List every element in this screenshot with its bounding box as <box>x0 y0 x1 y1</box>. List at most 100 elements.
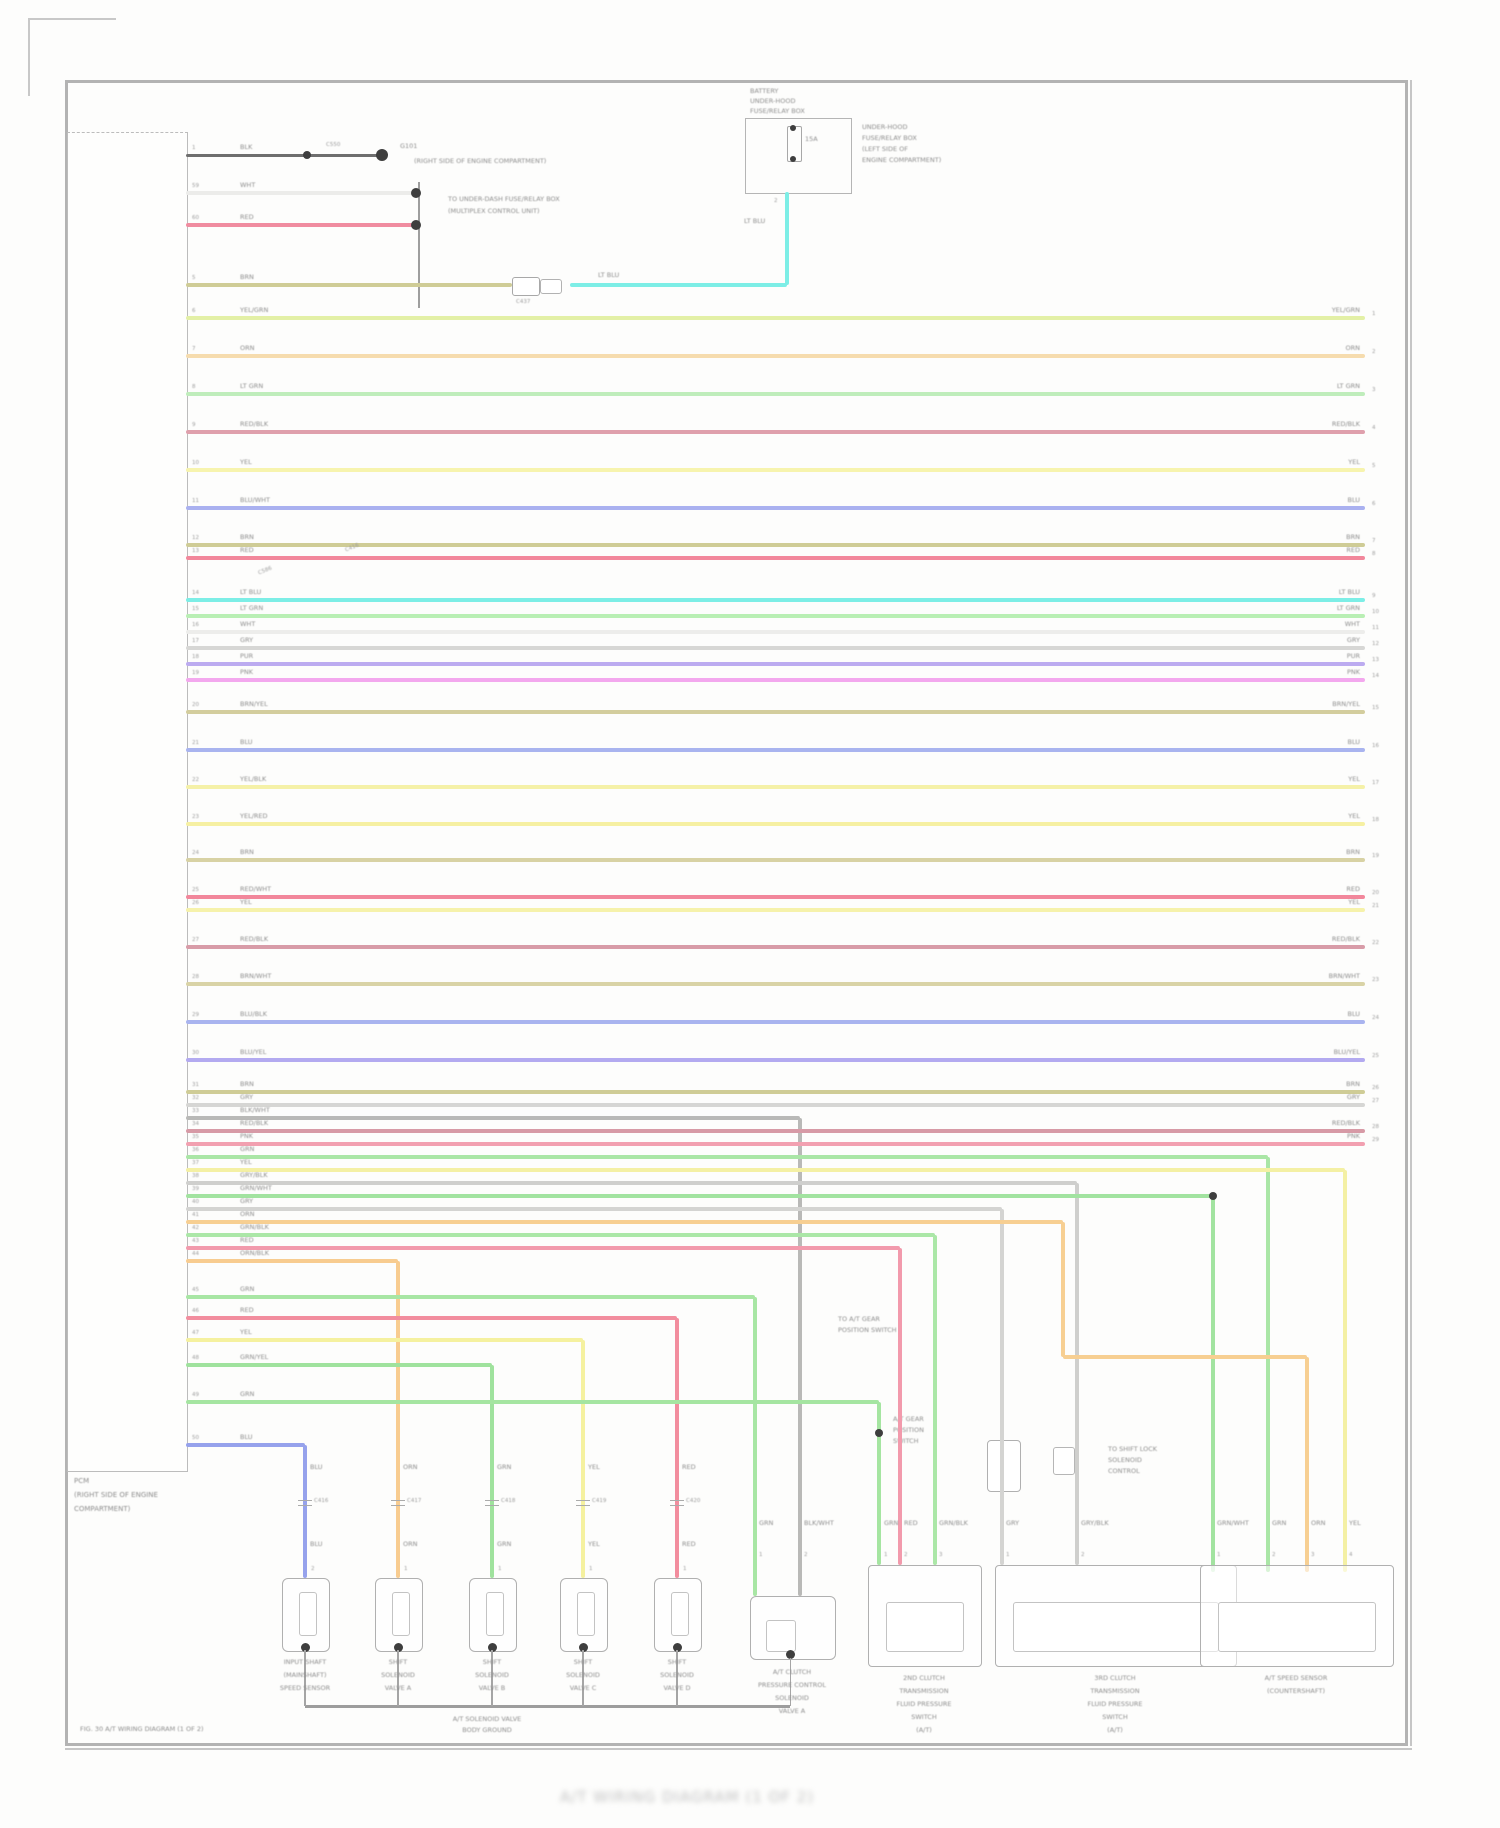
wire-yel-left-pin: 10 <box>192 460 199 466</box>
relay-connector-symbol <box>1053 1447 1075 1475</box>
wire-wht-top-left-code: WHT <box>240 181 256 189</box>
wire-gry-2-left-code: GRY <box>240 1093 254 1101</box>
wire-lt-blu-right-code: LT BLU <box>1338 588 1360 596</box>
wire-gry-blk-left-code: GRY/BLK <box>240 1171 268 1179</box>
wire-grn-wht-vert <box>1211 1196 1215 1572</box>
box-0-term-code-0: GRN <box>884 1519 899 1527</box>
fusebox-pin: 2 <box>774 198 778 204</box>
wire-orn-blk-vert <box>396 1261 400 1578</box>
wire-yel-blk-right-pin: 17 <box>1372 780 1379 786</box>
wire-brn-3-right-pin: 19 <box>1372 853 1379 859</box>
wire-orn-blk-left-pin: 44 <box>192 1251 199 1257</box>
bottom-caption-smudge: A/T WIRING DIAGRAM (1 OF 2) <box>560 1788 815 1806</box>
wire-blu-right-code: BLU <box>1347 738 1360 746</box>
solenoid-3-code: YEL <box>588 1463 600 1471</box>
wire-yel-red-right-pin: 18 <box>1372 817 1379 823</box>
component-box-0-caption: TRANSMISSION <box>899 1687 949 1695</box>
wire-lt-grn-2 <box>186 614 1365 618</box>
fusebox-label-2: UNDER-HOOD <box>750 97 796 105</box>
solenoid-3-caption: SOLENOID <box>566 1671 600 1679</box>
wire-brn-yel-left-pin: 20 <box>192 702 199 708</box>
wire-red-top-left-pin: 60 <box>192 215 199 221</box>
wire-lt-blu-left-code: LT BLU <box>240 588 262 596</box>
wire-yel-2-left-code: YEL <box>240 898 252 906</box>
wire-grn-1-left-pin: 36 <box>192 1147 199 1153</box>
component-box-0-inner <box>886 1602 964 1652</box>
box-2-term-code-3: YEL <box>1349 1519 1361 1527</box>
diagram-frame <box>65 80 1408 1746</box>
wire-blk-wht-left-pin: 33 <box>192 1108 199 1114</box>
wire-blu-wht-left-pin: 11 <box>192 498 199 504</box>
bar-text-2: (MULTIPLEX CONTROL UNIT) <box>448 207 540 215</box>
wire-brn-yel-right-pin: 15 <box>1372 705 1379 711</box>
wire-blu-2-left-code: BLU <box>240 1433 253 1441</box>
wire-gry <box>186 646 1365 650</box>
wire-yel-blk-left-pin: 22 <box>192 777 199 783</box>
frame-right-double <box>1410 80 1412 1746</box>
bus-label-2: BODY GROUND <box>462 1726 512 1734</box>
junction-dot-1 <box>376 149 388 161</box>
inline-connector-id: C437 <box>516 299 531 305</box>
wire-orn-2 <box>186 1220 1063 1224</box>
solenoid-0-caption: INPUT SHAFT <box>283 1658 327 1666</box>
component-box-0-caption: 2ND CLUTCH <box>903 1674 945 1682</box>
junction-dot-3 <box>411 220 421 230</box>
solenoid-4-tick2 <box>670 1505 684 1507</box>
wire-ltblu-link-vert-up <box>785 192 789 285</box>
junction-dot-0 <box>303 151 311 159</box>
wire-lt-grn-2-left-pin: 15 <box>192 606 199 612</box>
wire-red-blk <box>186 430 1365 434</box>
junction-note-3: SWITCH <box>893 1437 919 1445</box>
wire-gry-2-right-pin: 27 <box>1372 1098 1379 1104</box>
wire-orn-blk-left-code: ORN/BLK <box>240 1249 270 1257</box>
solenoid-4-stub <box>676 1650 678 1706</box>
solenoid-4-pin: 1 <box>683 1566 687 1572</box>
wire-blu-yel-right-code: BLU/YEL <box>1333 1048 1360 1056</box>
wire-blu-wht-right-pin: 6 <box>1372 501 1376 507</box>
fusebox-side-4: ENGINE COMPARTMENT) <box>862 156 942 164</box>
wire-red-blk-left-pin: 9 <box>192 422 196 428</box>
wire-pnk-2-left-code: PNK <box>240 1132 254 1140</box>
wire-brn-wht-left-pin: 28 <box>192 974 199 980</box>
component-box-2-caption: (COUNTERSHAFT) <box>1267 1687 1325 1695</box>
solenoid-0-code2: BLU <box>310 1540 323 1548</box>
wire-blu-blk-left-code: BLU/BLK <box>240 1010 268 1018</box>
solenoid-0-caption: (MAINSHAFT) <box>283 1671 327 1679</box>
fusebox-wire-code: LT BLU <box>744 217 766 225</box>
wire-brn-2-left-pin: 12 <box>192 535 199 541</box>
wire-lt-grn-left-pin: 8 <box>192 384 196 390</box>
wire-gry-2 <box>186 1103 1365 1107</box>
wire-brn-3 <box>186 858 1365 862</box>
box-0-term-code-1: RED <box>904 1519 918 1527</box>
wire-pur-left-pin: 18 <box>192 654 199 660</box>
wire-ltblu-link <box>570 283 787 287</box>
wire-red-blk2-left-pin: 27 <box>192 937 199 943</box>
wire-brn-yel <box>186 710 1365 714</box>
wire-grn-1 <box>186 1155 1268 1159</box>
wire-red-2-left-pin: 13 <box>192 548 199 554</box>
solenoid-1-ground-dot <box>393 1643 403 1652</box>
solenoid-2-tick2 <box>485 1505 499 1507</box>
solenoid-2-inner <box>486 1592 504 1636</box>
midcomp-caption: PRESSURE CONTROL <box>758 1681 826 1689</box>
wire-red-3-vert <box>898 1248 902 1565</box>
component-box-2-caption: A/T SPEED SENSOR <box>1264 1674 1328 1682</box>
wire-orn-2-vert2 <box>1305 1357 1309 1572</box>
solenoid-3-code2: YEL <box>588 1540 600 1548</box>
wire-yel-blk-right-code: YEL <box>1348 775 1360 783</box>
solenoid-0-pin: 2 <box>311 1566 315 1572</box>
fusebox-label-1: BATTERY <box>750 87 779 95</box>
wire-grn-yel-left-pin: 48 <box>192 1355 199 1361</box>
midcomp-caption: VALVE A <box>778 1707 806 1715</box>
box-0-term-code-2: GRN/BLK <box>939 1519 968 1527</box>
wire-red-3-left-code: RED <box>240 1236 254 1244</box>
wire-brn-2-right-code: BRN <box>1346 533 1360 541</box>
corner-artifact-h <box>28 18 116 20</box>
wire-blu-yel <box>186 1058 1365 1062</box>
wire-orn-left-code: ORN <box>240 344 255 352</box>
wire-yel-grn-left-code: YEL/GRN <box>240 306 269 314</box>
wire-yel-right-pin: 5 <box>1372 463 1376 469</box>
wire-grn-wht-left-code: GRN/WHT <box>240 1184 272 1192</box>
wire-brn-4 <box>186 1090 1365 1094</box>
box-2-term-code-2: ORN <box>1311 1519 1326 1527</box>
